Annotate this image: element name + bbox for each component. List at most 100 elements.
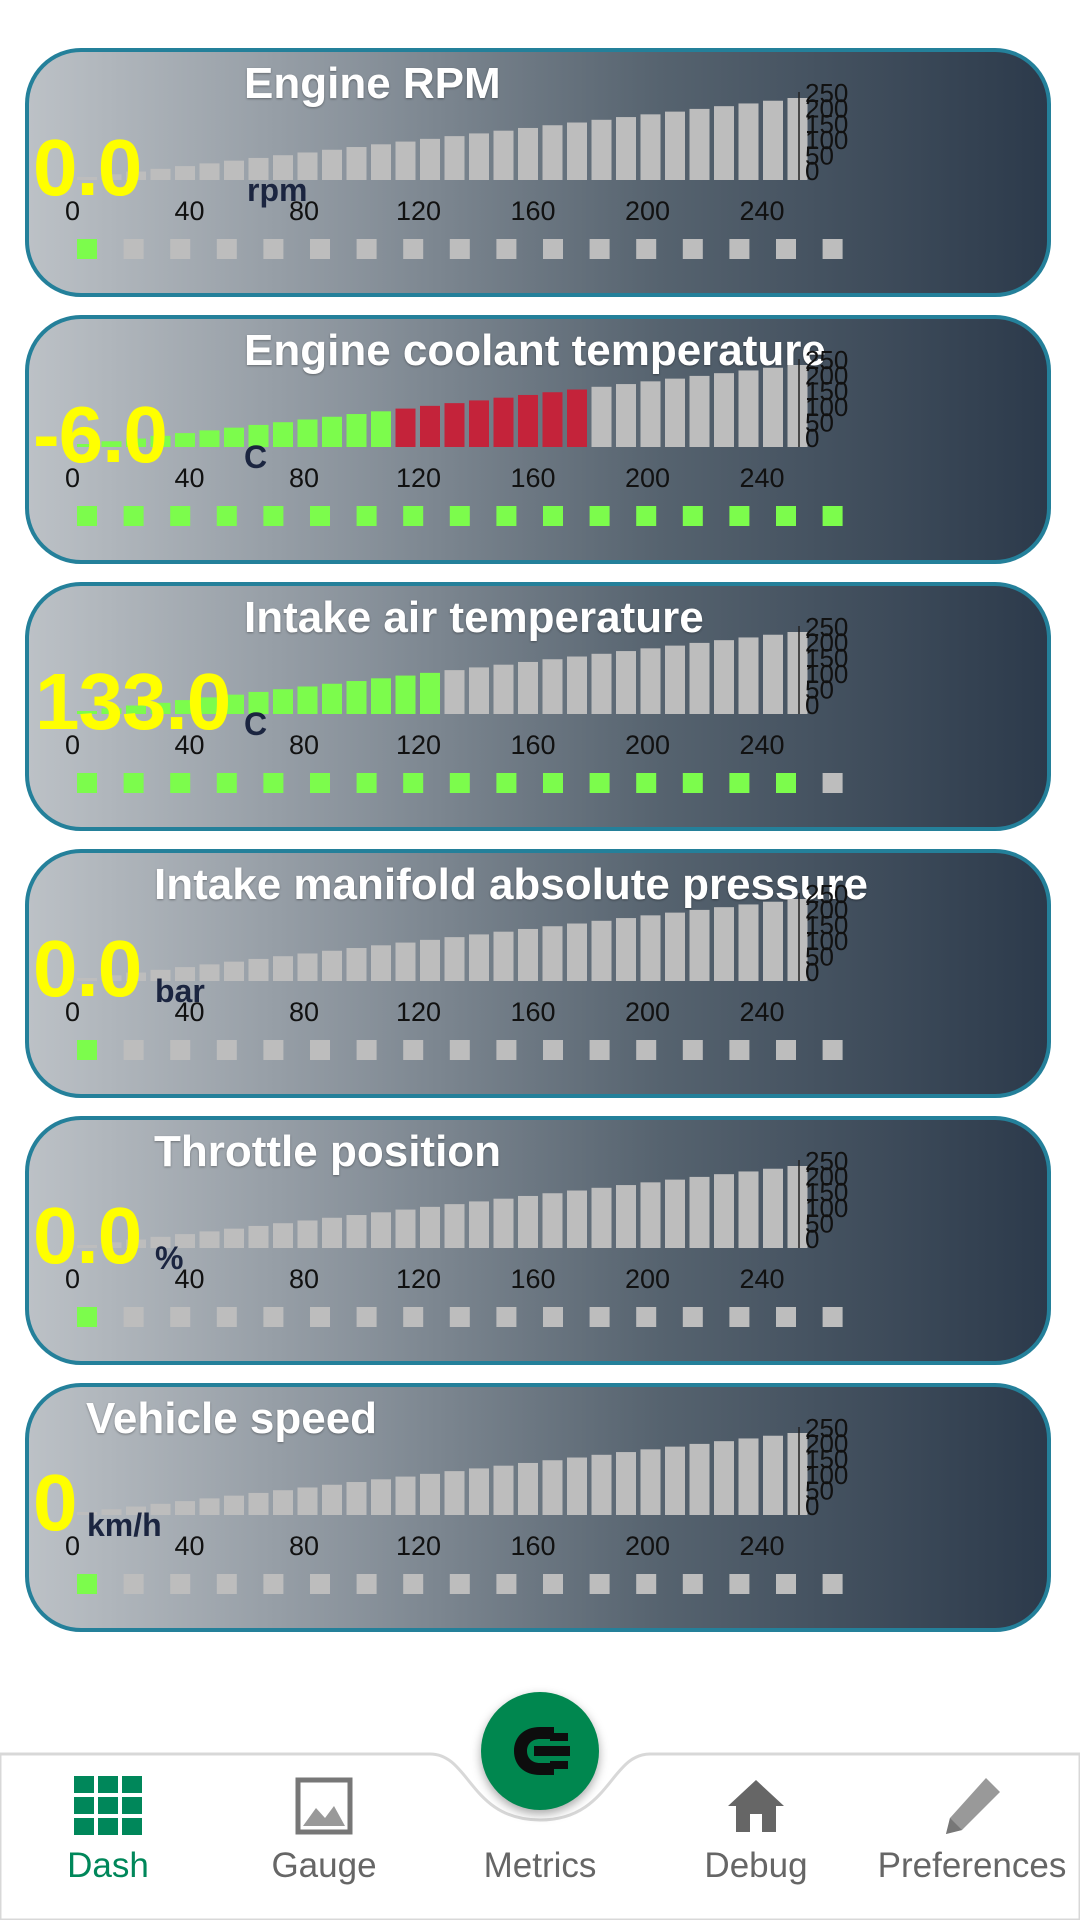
- gauge-unit: rpm: [247, 172, 308, 208]
- gauge-bar: [689, 375, 710, 447]
- x-tick-label: 0: [65, 997, 80, 1027]
- nav-item-metrics[interactable]: Metrics: [432, 1774, 648, 1886]
- indicator-dot: [403, 506, 424, 526]
- gauge-bar: [469, 1201, 489, 1248]
- gauge-bar: [640, 1182, 661, 1248]
- indicator-dot: [449, 239, 470, 259]
- indicator-dot: [636, 1040, 657, 1060]
- indicator-dot: [543, 773, 563, 793]
- y-tick-label: 50: [805, 1208, 834, 1238]
- gauge-bar: [591, 1454, 612, 1515]
- gauge-bar: [297, 686, 318, 714]
- indicator-dot: [216, 506, 237, 526]
- x-tick-label: 160: [510, 196, 555, 226]
- gauge-bar: [444, 937, 465, 981]
- gauge-bar: [567, 1190, 587, 1248]
- indicator-dot: [776, 506, 796, 526]
- indicator-dot: [636, 1574, 657, 1594]
- indicator-dot: [356, 506, 377, 526]
- gauge-value: 0.0: [33, 1191, 142, 1280]
- y-tick-label: 250: [805, 612, 848, 642]
- indicator-dot: [776, 1307, 796, 1327]
- gauge-bar: [395, 1209, 416, 1248]
- gauge-card-engine-coolant-temperature[interactable]: Engine coolant temperature 250 200 150 100 5…: [25, 315, 1051, 564]
- gauge-bar: [346, 414, 367, 447]
- gauge-card-engine-rpm[interactable]: Engine RPM 250 200 150 100 50 0 0 40 80 120 160 200…: [25, 48, 1051, 297]
- y-tick-label: 50: [805, 674, 834, 704]
- indicator-dot: [356, 1574, 377, 1594]
- gauge-bar: [126, 972, 146, 981]
- indicator-dot: [496, 239, 517, 259]
- gauge-bar: [738, 904, 759, 981]
- gauge-bar: [297, 152, 318, 180]
- indicator-dot: [636, 239, 657, 259]
- gauge-bar: [224, 1228, 244, 1248]
- indicator-dot: [77, 506, 97, 526]
- connect-fab-button[interactable]: [481, 1692, 599, 1810]
- indicator-dot: [729, 239, 750, 259]
- gauge-bar: [518, 928, 538, 981]
- nav-item-debug[interactable]: Debug: [648, 1774, 864, 1886]
- gauge-bar: [787, 632, 808, 714]
- gauge-bar: [248, 157, 269, 180]
- nav-item-dash[interactable]: Dash: [0, 1774, 216, 1886]
- x-tick-label: 120: [396, 196, 441, 226]
- gauge-bar: [273, 689, 293, 714]
- indicator-dot: [310, 239, 330, 259]
- x-tick-label: 160: [510, 1264, 555, 1294]
- nav-item-gauge[interactable]: Gauge: [216, 1774, 432, 1886]
- indicator-dot: [310, 1040, 330, 1060]
- gauge-bar: [273, 155, 293, 180]
- gauge-title: Intake air temperature: [244, 593, 704, 642]
- indicator-dot: [682, 1307, 703, 1327]
- gauge-title: Engine RPM: [244, 59, 501, 108]
- indicator-dot: [449, 773, 470, 793]
- gauge-bar: [714, 907, 734, 981]
- y-tick-label: 0: [805, 957, 819, 987]
- nav-item-preferences[interactable]: Preferences: [864, 1774, 1080, 1886]
- indicator-dot: [263, 1574, 284, 1594]
- gauge-bar: [591, 119, 612, 180]
- gauge-bar: [101, 441, 122, 447]
- indicator-dot: [822, 1574, 843, 1594]
- indicator-dot: [216, 773, 237, 793]
- indicator-dot: [636, 1307, 657, 1327]
- x-tick-label: 240: [739, 1531, 784, 1561]
- x-tick-label: 120: [396, 730, 441, 760]
- gauge-bar: [616, 918, 636, 981]
- x-tick-label: 200: [625, 463, 670, 493]
- indicator-dot: [682, 239, 703, 259]
- y-tick-label: 0: [805, 1491, 819, 1521]
- gauge-card-intake-manifold-absolute-pressure[interactable]: Intake manifold absolute pressure 250 200…: [25, 849, 1051, 1098]
- x-tick-label: 120: [396, 997, 441, 1027]
- gauge-bar: [224, 427, 244, 447]
- gauge-bar: [101, 1509, 122, 1515]
- gauge-card-intake-air-temperature[interactable]: Intake air temperature 250 200 150 100 50 0 0 4…: [25, 582, 1051, 831]
- connection-icon: [514, 1727, 570, 1775]
- gauge-bar: [346, 147, 367, 180]
- indicator-dot: [310, 1307, 330, 1327]
- gauge-bar: [665, 912, 685, 981]
- indicator-dot: [589, 1574, 610, 1594]
- gauge-bar: [616, 1185, 636, 1248]
- x-tick-label: 80: [289, 1531, 319, 1561]
- indicator-dot: [403, 1574, 424, 1594]
- indicator-dot: [449, 1307, 470, 1327]
- indicator-dot: [263, 773, 284, 793]
- indicator-dot: [403, 773, 424, 793]
- y-tick-label: 0: [805, 1224, 819, 1254]
- gauge-bar: [689, 909, 710, 981]
- gauge-bar: [346, 681, 367, 714]
- indicator-dot: [496, 1574, 517, 1594]
- gauge-bar: [175, 433, 195, 447]
- gauge-card-vehicle-speed[interactable]: Vehicle speed 250 200 150 100 50 0 0 40 80 120 160…: [25, 1383, 1051, 1632]
- indicator-dot: [123, 506, 144, 526]
- gauge-card-throttle-position[interactable]: Throttle position 250 200 150 100 50 0 0 40 80 12…: [25, 1116, 1051, 1365]
- gauge-bar: [665, 1446, 685, 1515]
- gauge-bar: [493, 397, 514, 447]
- indicator-dot: [216, 1307, 237, 1327]
- gauge-bar: [101, 174, 122, 180]
- gauge-bar: [248, 1225, 269, 1248]
- gauge-bar: [763, 634, 783, 714]
